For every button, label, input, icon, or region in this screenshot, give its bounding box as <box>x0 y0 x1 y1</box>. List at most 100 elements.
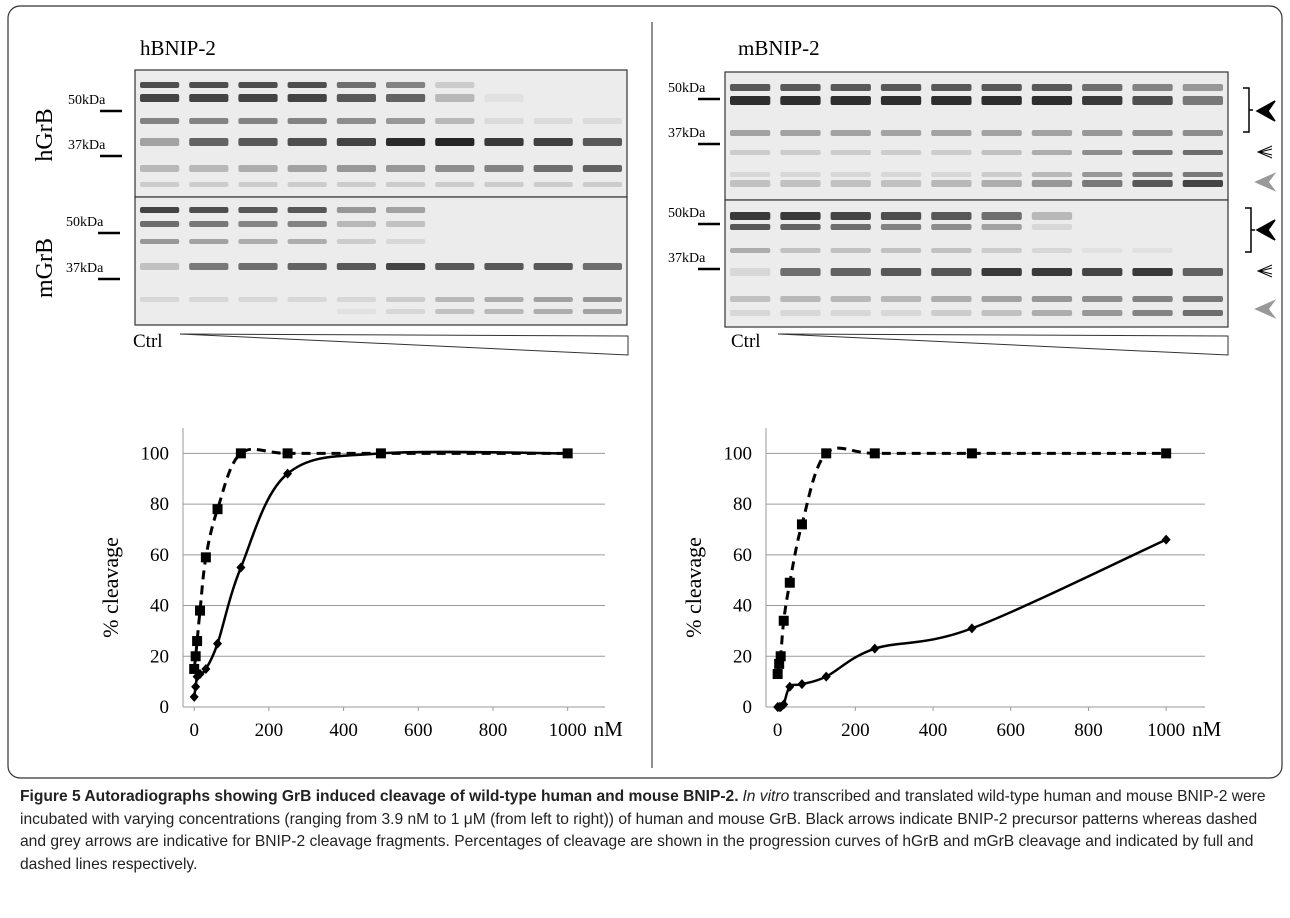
gel-band <box>780 310 821 316</box>
gel-band <box>830 130 871 136</box>
gel-band <box>931 310 972 316</box>
gel-band <box>880 296 922 302</box>
kda-label: 37kDa <box>668 251 706 266</box>
gel-band <box>582 297 622 302</box>
marker <box>775 651 786 662</box>
gel-band <box>830 180 871 187</box>
gel-band <box>582 138 622 146</box>
gel-band <box>780 172 821 177</box>
gel-band <box>931 268 972 276</box>
gel-band <box>730 180 771 187</box>
gel-band <box>1182 84 1223 91</box>
marker <box>189 691 199 702</box>
gel-band <box>238 221 278 227</box>
figure: hBNIP-2 mBNIP-2 hGrB mGrB 50kDa 37kDa 50… <box>7 5 1283 779</box>
gel-band <box>484 94 524 102</box>
x-tick-label: 1000 <box>549 720 587 741</box>
gel-band <box>140 138 180 146</box>
concentration-wedge <box>179 333 629 356</box>
gel-band <box>1182 172 1223 177</box>
y-axis-label: % cleavage <box>681 537 706 638</box>
marker <box>195 669 205 680</box>
gel-band <box>1031 96 1073 105</box>
gel-band <box>780 96 821 105</box>
gel-band <box>880 84 922 91</box>
gel-background <box>724 71 1229 201</box>
gel-band <box>931 248 972 253</box>
gel-band <box>931 130 972 136</box>
marker <box>774 658 785 669</box>
gel-band <box>287 165 327 172</box>
x-tick-label: 800 <box>479 720 508 741</box>
gel-band <box>1031 212 1073 220</box>
gel-band <box>981 268 1022 276</box>
gel-band <box>880 248 922 253</box>
gel-band <box>238 82 278 88</box>
gel-band <box>1082 150 1123 155</box>
gel-band <box>780 224 821 230</box>
gel-band <box>1082 130 1123 136</box>
gel-band <box>981 310 1022 316</box>
gel-band <box>140 182 180 187</box>
gel-band <box>336 94 376 102</box>
gel-band <box>780 130 821 136</box>
gel-band <box>730 96 771 105</box>
marker <box>236 562 246 573</box>
gel-band <box>830 268 871 276</box>
gel-band <box>730 248 771 253</box>
gel-band <box>238 138 278 146</box>
gel-band <box>730 212 771 220</box>
gel-band <box>880 224 922 230</box>
caption: Figure 5 Autoradiographs showing GrB ind… <box>20 786 1272 876</box>
y-tick-label: 20 <box>150 646 169 667</box>
gel-band <box>981 130 1022 136</box>
y-tick-label: 0 <box>160 697 170 718</box>
gel-band <box>1031 296 1073 302</box>
gel-band <box>238 182 278 187</box>
marker <box>778 615 789 626</box>
gel-band <box>880 150 922 155</box>
gel-band <box>336 82 376 88</box>
gel-band <box>189 221 229 227</box>
y-tick-label: 60 <box>150 545 169 566</box>
gel-band <box>1082 180 1123 187</box>
gel-band <box>287 297 327 302</box>
gel-band <box>931 212 972 220</box>
gel-band <box>386 165 426 172</box>
gel-band <box>830 150 871 155</box>
gel-band <box>780 296 821 302</box>
gel-band <box>1132 268 1173 276</box>
gel-band <box>981 224 1022 230</box>
gel-band <box>336 207 376 213</box>
gel-band <box>238 239 278 244</box>
gel-band <box>336 138 376 146</box>
gel-band <box>981 150 1022 155</box>
gel-band <box>880 130 922 136</box>
gel-band <box>880 172 922 177</box>
gel-band <box>189 297 229 302</box>
y-tick-label: 40 <box>150 596 169 617</box>
x-tick-label: 800 <box>1074 720 1103 741</box>
gel-band <box>140 239 180 244</box>
caption-italic: In vitro <box>742 788 790 805</box>
gel-band <box>238 297 278 302</box>
gel-band <box>287 182 327 187</box>
gels <box>134 69 1229 328</box>
y-tick-label: 0 <box>743 697 753 718</box>
gel-band <box>435 82 475 88</box>
gel-band <box>582 263 622 270</box>
gel-band <box>1182 150 1223 155</box>
gel-band <box>880 96 922 105</box>
y-tick-label: 60 <box>733 545 752 566</box>
gel-band <box>981 96 1022 105</box>
gel-band <box>1031 310 1073 316</box>
gel-band <box>1132 248 1173 253</box>
gel-band <box>336 297 376 302</box>
gel-band <box>830 224 871 230</box>
gel-band <box>1031 268 1073 276</box>
gel-band <box>386 118 426 124</box>
gel-band <box>1031 84 1073 91</box>
gel-band <box>287 94 327 102</box>
caption-text: transcribed and translated wild-type hum… <box>20 788 1266 873</box>
gel-band <box>830 310 871 316</box>
